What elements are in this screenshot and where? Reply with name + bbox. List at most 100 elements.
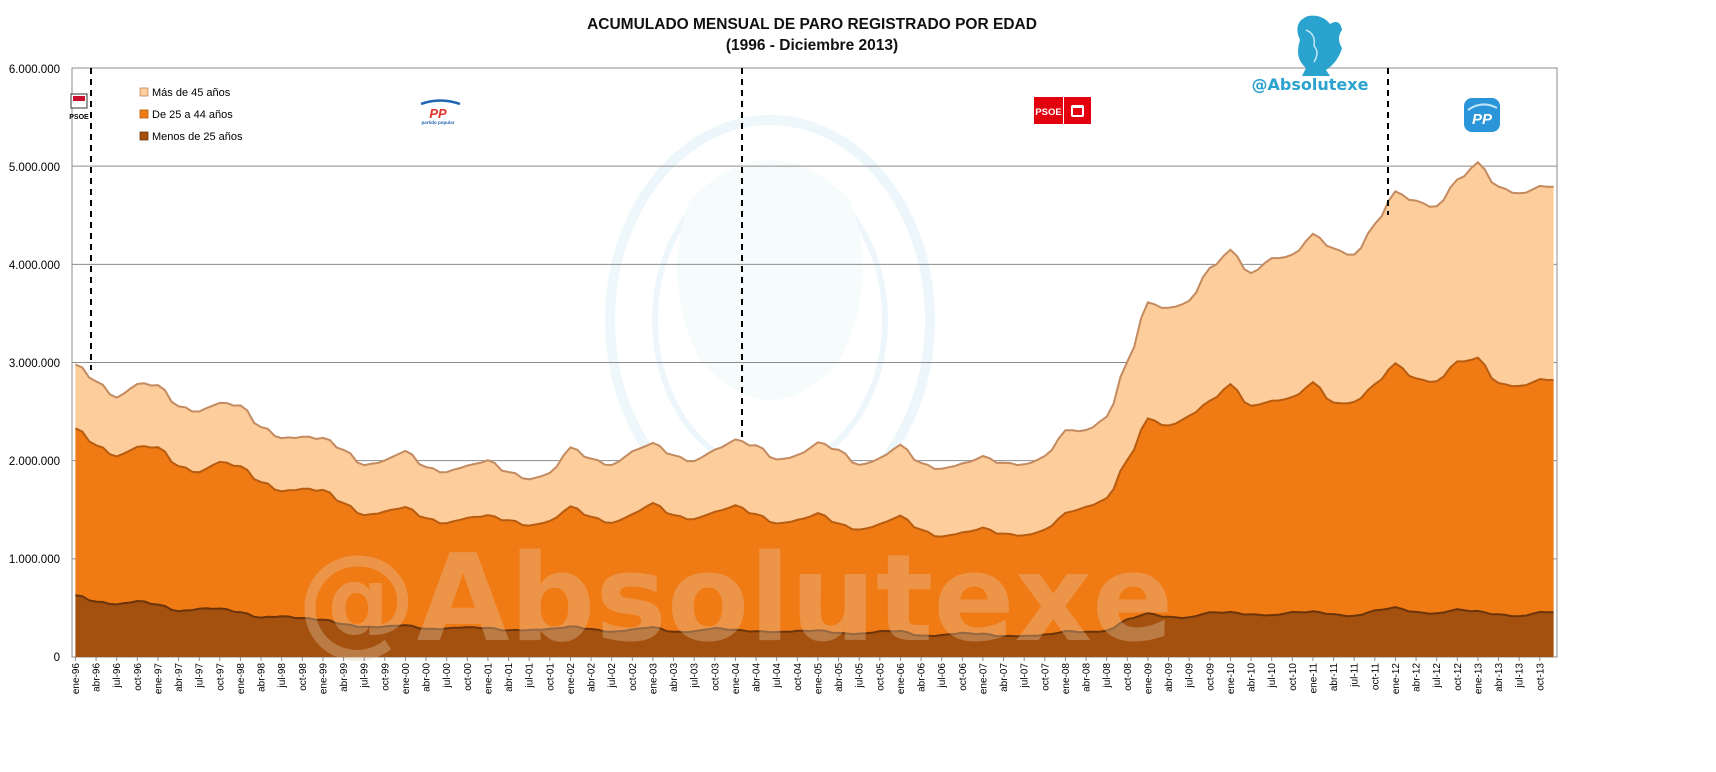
x-tick-label: oct-01 <box>545 663 556 691</box>
psoe-logo-text: PSOE <box>1035 107 1061 118</box>
x-tick-label: jul-06 <box>937 663 948 689</box>
chart-title: ACUMULADO MENSUAL DE PARO REGISTRADO POR… <box>587 16 1037 33</box>
pp-logo: PP <box>1464 98 1500 132</box>
x-tick-label: ene-07 <box>978 663 989 695</box>
x-tick-label: ene-09 <box>1143 663 1154 695</box>
x-tick-label: oct-06 <box>958 663 969 691</box>
x-tick-label: jul-96 <box>112 663 123 689</box>
x-tick-label: abr-09 <box>1164 663 1175 692</box>
x-tick-label: oct-96 <box>133 663 144 691</box>
legend-swatch-de-25-a-44 <box>139 109 149 119</box>
y-tick-label: 0 <box>54 652 60 664</box>
x-tick-label: abr-06 <box>917 663 928 692</box>
legend-swatch-mas-de-45 <box>139 87 149 97</box>
pp-logo-text: PP <box>1472 111 1493 128</box>
x-tick-label: oct-09 <box>1205 663 1216 691</box>
x-tick-label: abr-11 <box>1329 663 1340 692</box>
x-tick-label: ene-13 <box>1473 663 1484 695</box>
x-tick-label: jul-00 <box>442 663 453 689</box>
x-tick-label: jul-13 <box>1515 663 1526 689</box>
x-tick-label: ene-96 <box>71 663 82 695</box>
x-tick-label: ene-01 <box>483 663 494 695</box>
x-tick-label: abr-97 <box>174 663 185 692</box>
x-tick-label: abr-04 <box>752 663 763 692</box>
x-tick-label: abr-10 <box>1247 663 1258 692</box>
x-tick-label: abr-01 <box>504 663 515 692</box>
x-tick-label: oct-98 <box>298 663 309 691</box>
x-tick-label: ene-04 <box>731 663 742 695</box>
legend: Más de 45 años De 25 a 44 años Menos de … <box>139 87 243 143</box>
x-tick-label: abr-03 <box>669 663 680 692</box>
x-tick-label: oct-12 <box>1453 663 1464 691</box>
series-area-menos-de-25 <box>75 595 1554 657</box>
x-tick-label: jul-97 <box>195 663 206 689</box>
x-tick-label: abr-08 <box>1082 663 1093 692</box>
x-tick-label: ene-10 <box>1226 663 1237 695</box>
y-tick-label: 1.000.000 <box>9 554 60 566</box>
x-tick-label: abr-02 <box>587 663 598 692</box>
x-tick-label: jul-04 <box>772 663 783 689</box>
psoe-logo: PSOE <box>69 93 89 121</box>
pp-logo: PP partido popular <box>420 99 461 125</box>
x-tick-label: jul-10 <box>1267 663 1278 689</box>
x-tick-label: oct-10 <box>1288 663 1299 691</box>
x-tick-label: abr-13 <box>1494 663 1505 692</box>
x-tick-label: oct-05 <box>875 663 886 691</box>
x-tick-label: jul-09 <box>1185 663 1196 689</box>
y-tick-label: 3.000.000 <box>9 358 60 370</box>
x-tick-label: ene-06 <box>896 663 907 695</box>
x-axis: ene-96 abr-96 jul-96 oct-96 ene-97 abr-97 jul-… <box>71 657 1546 694</box>
x-tick-label: abr-00 <box>422 663 433 692</box>
y-tick-label: 6.000.000 <box>9 64 60 76</box>
x-tick-label: abr-12 <box>1412 663 1423 692</box>
x-tick-label: ene-11 <box>1308 663 1319 694</box>
x-tick-label: jul-08 <box>1102 663 1113 689</box>
x-tick-label: oct-08 <box>1123 663 1134 691</box>
series-area-mas-de-45 <box>75 162 1554 537</box>
x-tick-label: ene-02 <box>566 663 577 695</box>
psoe-logo-text: PSOE <box>69 114 89 121</box>
x-tick-label: oct-99 <box>380 663 391 691</box>
legend-label: De 25 a 44 años <box>152 109 233 121</box>
x-tick-label: jul-01 <box>525 663 536 689</box>
x-tick-label: oct-11 <box>1370 663 1381 690</box>
x-tick-label: oct-03 <box>710 663 721 691</box>
x-tick-label: jul-12 <box>1432 663 1443 689</box>
pp-logo-text: PP <box>429 106 447 121</box>
x-tick-label: abr-99 <box>339 663 350 692</box>
x-tick-label: ene-99 <box>318 663 329 695</box>
pp-logo-caption: partido popular <box>422 120 455 125</box>
x-tick-label: oct-02 <box>628 663 639 691</box>
x-tick-label: ene-03 <box>648 663 659 695</box>
legend-label: Menos de 25 años <box>152 131 243 143</box>
x-tick-label: jul-11 <box>1350 663 1361 688</box>
x-tick-label: ene-00 <box>401 663 412 695</box>
x-tick-label: jul-03 <box>690 663 701 689</box>
y-tick-label: 5.000.000 <box>9 162 60 174</box>
x-tick-label: jul-99 <box>360 663 371 689</box>
series-edge-mas-de-45 <box>75 160 1554 481</box>
x-tick-label: abr-05 <box>834 663 845 692</box>
x-tick-label: oct-07 <box>1040 663 1051 691</box>
x-tick-label: jul-07 <box>1020 663 1031 689</box>
psoe-logo: PSOE <box>1034 97 1091 124</box>
x-tick-label: ene-05 <box>813 663 824 695</box>
x-tick-label: abr-96 <box>92 663 103 692</box>
x-tick-label: abr-98 <box>257 663 268 692</box>
x-tick-label: jul-98 <box>277 663 288 689</box>
legend-swatch-menos-de-25 <box>139 131 149 141</box>
chart-subtitle: (1996 - Diciembre 2013) <box>726 37 898 54</box>
watermark-handle: @Absolutexe <box>1252 75 1369 94</box>
x-tick-label: ene-98 <box>236 663 247 695</box>
x-tick-label: ene-97 <box>153 663 164 695</box>
x-tick-label: ene-12 <box>1391 663 1402 695</box>
x-tick-label: ene-08 <box>1061 663 1072 695</box>
watermark-background-text: @Absolutexe <box>297 530 1174 669</box>
series-edge-menos-de-25 <box>75 594 1554 638</box>
x-tick-label: oct-00 <box>463 663 474 691</box>
watermark-emblem-logo <box>1297 15 1342 76</box>
x-tick-label: jul-02 <box>607 663 618 689</box>
legend-label: Más de 45 años <box>152 87 231 99</box>
x-tick-label: abr-07 <box>999 663 1010 692</box>
